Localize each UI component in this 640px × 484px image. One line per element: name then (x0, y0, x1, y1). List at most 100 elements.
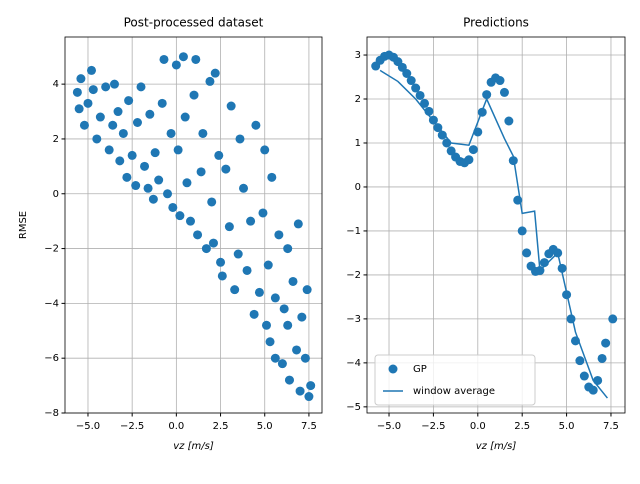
point (411, 83, 421, 93)
point (517, 226, 527, 236)
point (189, 90, 199, 100)
point (406, 76, 416, 86)
point (178, 52, 188, 62)
point (249, 309, 259, 319)
point (468, 145, 478, 155)
point (150, 148, 160, 158)
y-tick-label: 3 (355, 50, 361, 61)
point (267, 172, 277, 182)
line (379, 69, 609, 399)
point (499, 87, 509, 97)
axes-frame (64, 36, 323, 414)
legend-box (374, 354, 536, 406)
point (495, 76, 505, 86)
point (442, 138, 452, 148)
point (283, 320, 293, 330)
y-axis-label: RMSE (18, 211, 29, 239)
point (118, 128, 128, 138)
y-tick-label: −4 (346, 358, 361, 369)
point (216, 257, 226, 267)
point (300, 353, 310, 363)
point (196, 167, 206, 177)
point (193, 230, 203, 240)
x-tick-label: 0.0 (470, 421, 486, 432)
x-tick-label: −5.0 (377, 421, 401, 432)
point (72, 87, 82, 97)
x-tick-label: 0.0 (168, 421, 184, 432)
point (208, 238, 218, 248)
point (224, 222, 234, 232)
axes-title: Predictions (463, 16, 529, 30)
point (261, 320, 271, 330)
y-tick-label: −5 (346, 402, 361, 413)
point (464, 155, 474, 165)
point (132, 118, 142, 128)
point (251, 120, 261, 130)
y-tick-label: −1 (346, 226, 361, 237)
point (263, 260, 273, 270)
point (504, 116, 514, 126)
point (171, 60, 181, 70)
axes-frame (366, 36, 626, 414)
point (131, 181, 141, 191)
point (306, 381, 316, 391)
x-tick-label: 5.0 (257, 421, 273, 432)
legend-label: GP (413, 364, 427, 375)
point (210, 68, 220, 78)
point (284, 375, 294, 385)
axes-title: Post-processed dataset (124, 16, 264, 30)
x-axis-label: vz [m/s] (173, 441, 214, 452)
point (274, 230, 284, 240)
point (293, 219, 303, 229)
point (214, 150, 224, 160)
point (302, 285, 312, 295)
point (175, 211, 185, 221)
y-tick-label: −4 (44, 298, 59, 309)
point (185, 216, 195, 226)
point (226, 101, 236, 111)
point (95, 112, 105, 122)
x-tick-label: 2.5 (514, 421, 530, 432)
point (122, 172, 132, 182)
point (159, 54, 169, 64)
point (140, 161, 150, 171)
point (143, 183, 153, 193)
point (124, 96, 134, 106)
point (566, 314, 576, 324)
point (101, 82, 111, 92)
x-tick-label: −5.0 (76, 421, 100, 432)
point (437, 130, 447, 140)
point (265, 337, 275, 347)
point (115, 156, 125, 166)
y-tick-label: 2 (355, 94, 361, 105)
point (79, 120, 89, 130)
point (230, 285, 240, 295)
y-tick-label: 0 (355, 182, 361, 193)
y-tick-label: 4 (53, 79, 59, 90)
point (297, 312, 307, 322)
point (288, 276, 298, 286)
point (136, 82, 146, 92)
point (157, 98, 167, 108)
y-tick-label: −2 (44, 244, 59, 255)
point (295, 386, 305, 396)
y-tick-label: −3 (346, 314, 361, 325)
point (166, 128, 176, 138)
point (163, 189, 173, 199)
x-tick-label: −2.5 (421, 421, 445, 432)
point (92, 134, 102, 144)
y-tick-label: 2 (53, 134, 59, 145)
x-tick-label: 5.0 (559, 421, 575, 432)
point (246, 216, 256, 226)
point (221, 164, 231, 174)
legend-swatch (388, 364, 398, 374)
point (201, 244, 211, 254)
point (270, 353, 280, 363)
point (113, 107, 123, 117)
y-tick-label: −2 (346, 270, 361, 281)
point (74, 104, 84, 114)
point (608, 314, 618, 324)
y-tick-label: 0 (53, 189, 59, 200)
point (597, 353, 607, 363)
y-tick-label: −6 (44, 353, 59, 364)
